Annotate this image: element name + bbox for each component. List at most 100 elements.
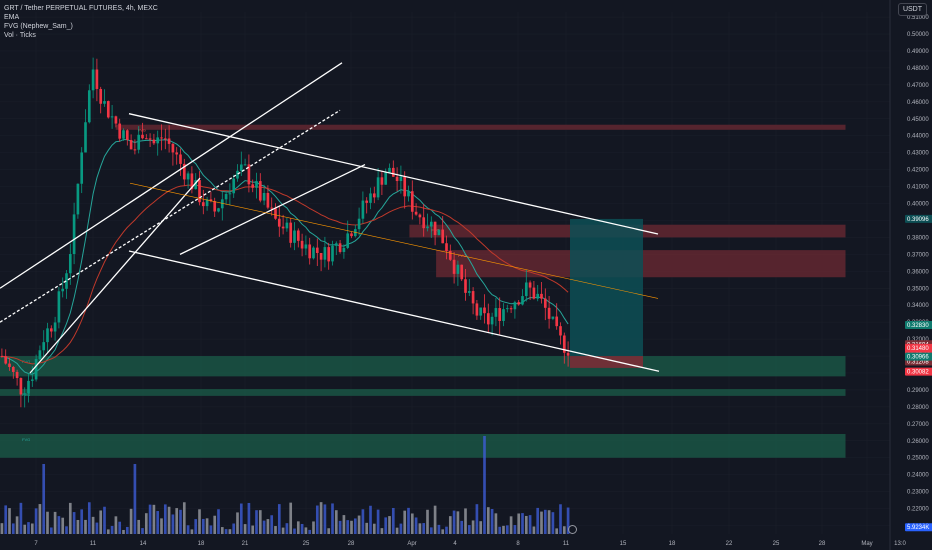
candle-body (84, 122, 87, 153)
volume-bar (414, 517, 418, 534)
volume-bar (11, 523, 15, 534)
volume-bar (110, 525, 114, 534)
legend-indicator-vol[interactable]: Vol · Ticks (4, 32, 36, 39)
volume-bar (95, 522, 99, 534)
candle-body (144, 138, 148, 140)
candle-body (95, 69, 99, 89)
settings-icon[interactable] (568, 525, 577, 534)
volume-bar (167, 506, 171, 534)
volume-bar (19, 502, 23, 534)
volume-bar (426, 509, 429, 534)
volume-bar (365, 522, 369, 534)
candle-body (452, 259, 456, 274)
volume-bar (327, 528, 331, 534)
candle-body (91, 69, 95, 91)
candle-body (152, 139, 156, 144)
trend-lines[interactable] (0, 62, 660, 374)
candle-body (536, 293, 540, 299)
candle-body (372, 193, 376, 198)
time-tick-label: 25 (303, 541, 310, 547)
candle-body (464, 279, 467, 293)
candle-body (426, 226, 429, 229)
candle-body (30, 379, 34, 381)
candle-body (38, 350, 42, 360)
candle-body (327, 247, 331, 262)
candle-body (308, 244, 312, 259)
candle-body (72, 214, 76, 255)
legend-indicator-fvg[interactable]: FVG (Nephew_Sam_) (4, 23, 73, 30)
candle-body (103, 101, 106, 104)
price-tick-label: 0.34000 (907, 303, 929, 309)
candle-body (559, 326, 562, 336)
price-tag-label: 0.30966 (907, 355, 929, 361)
volume-bar (258, 510, 262, 534)
price-tick-label: 0.41000 (907, 185, 929, 191)
volume-bar (163, 504, 167, 534)
volume-bar (65, 526, 68, 534)
candle-body (361, 200, 365, 219)
candle-body (524, 282, 528, 297)
volume-bar (87, 502, 91, 534)
candle-body (42, 342, 46, 351)
candle-body (293, 230, 296, 243)
volume-bar (232, 523, 236, 534)
position-stop-zone (570, 356, 643, 368)
time-axis[interactable]: 7 11 14 18 21 25 28 Apr 4 8 11 15 18 22 25 28 May 13:0 (34, 541, 906, 547)
fvg-zones: FVGFVGFVGFVGFVGFVG (0, 124, 846, 458)
candle-body (137, 134, 141, 150)
volume-bar (464, 508, 467, 534)
time-tick-label: 7 (34, 541, 38, 547)
candle-body (467, 291, 471, 293)
candle-body (513, 302, 517, 310)
time-tick-label: 11 (563, 541, 570, 547)
price-tick-label: 0.48000 (907, 66, 929, 72)
candle-body (205, 199, 209, 207)
candle-body (80, 152, 84, 184)
candle-body (0, 356, 4, 358)
price-tick-label: 0.27000 (907, 422, 929, 428)
volume-bar (399, 523, 403, 534)
candle-body (342, 247, 346, 252)
candle-body (334, 243, 338, 246)
candle-body (357, 218, 361, 230)
time-tick-label: May (861, 541, 872, 547)
currency-button[interactable]: USDT (897, 3, 927, 16)
candle-body (331, 245, 334, 262)
chart-legend: GRT / Tether PERPETUAL FUTURES, 4h, MEXC… (4, 4, 158, 40)
volume-bar (475, 504, 479, 534)
candle-body (49, 328, 53, 332)
candle-body (441, 229, 445, 244)
time-tick-label: 21 (242, 541, 249, 547)
volume-bar (296, 521, 300, 534)
legend-indicator-ema[interactable]: EMA (4, 14, 20, 21)
volume-bar (502, 525, 505, 534)
volume-bar (528, 515, 532, 534)
price-tag (905, 352, 932, 361)
volume-bar (205, 518, 209, 534)
price-tick-label: 0.45000 (907, 117, 929, 123)
volume-bar (190, 529, 194, 534)
candle-body (277, 218, 281, 227)
candle-body (551, 316, 555, 319)
time-tick-label: 28 (348, 541, 355, 547)
volume-bar (186, 525, 190, 534)
price-tick-label: 0.43000 (907, 151, 929, 157)
volume-bar (483, 436, 486, 534)
candle-body (8, 363, 11, 367)
candle-body (122, 130, 125, 139)
candle-body (53, 322, 57, 332)
time-tick-label: 15 (620, 541, 627, 547)
volume-bar (471, 520, 475, 534)
volume-bar (270, 515, 274, 534)
candle-body (528, 282, 532, 288)
trend-line (29, 177, 201, 374)
volume-bar (198, 509, 201, 534)
candle-body (217, 208, 220, 212)
ema-slow-line (1, 184, 569, 365)
volume-bar (34, 508, 38, 534)
time-tick-label: 8 (516, 541, 520, 547)
candle-body (171, 143, 175, 153)
long-position-tool[interactable] (570, 218, 643, 368)
time-tick-label: 11 (90, 541, 97, 547)
